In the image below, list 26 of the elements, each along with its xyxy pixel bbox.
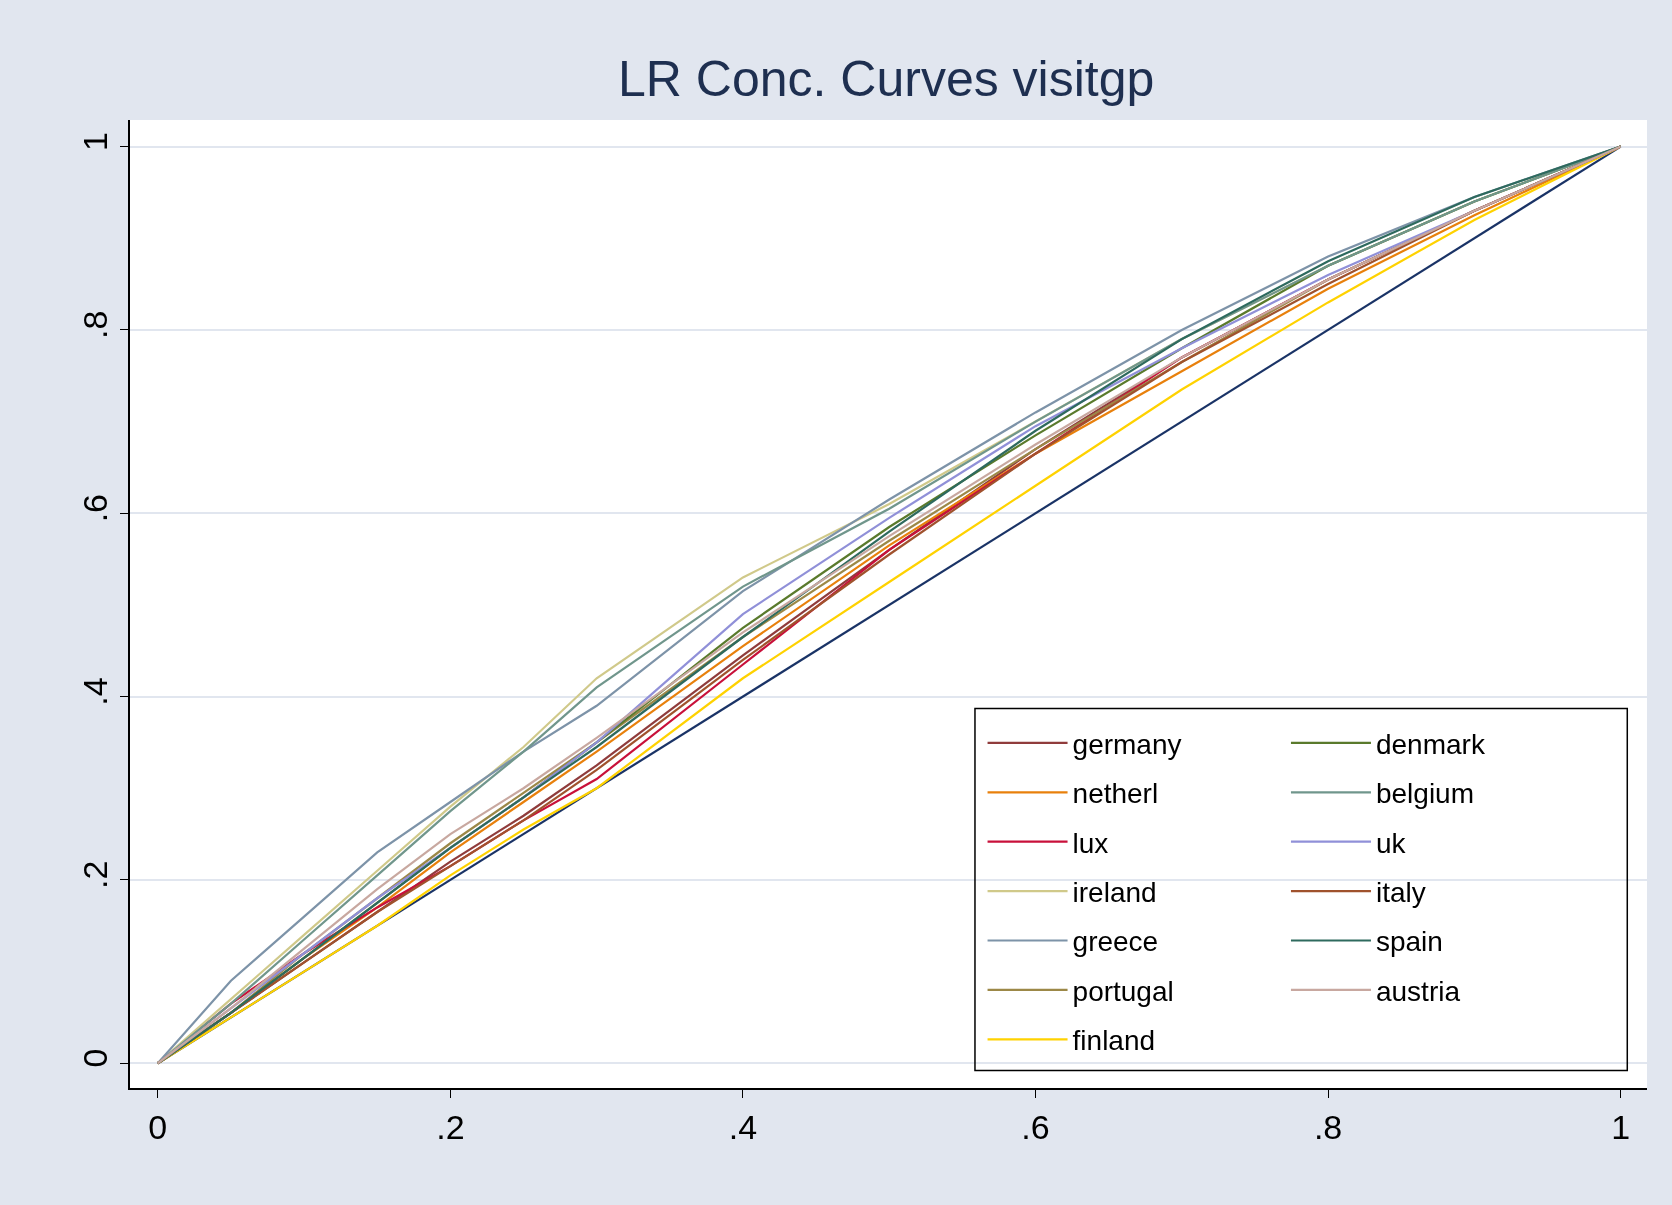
legend-label: greece: [1072, 926, 1159, 958]
legend-label: spain: [1375, 926, 1443, 958]
x-tick-label: 0: [148, 1107, 168, 1146]
y-tick-label: .2: [75, 860, 114, 889]
y-tick-label: .4: [75, 677, 114, 706]
chart-title: LR Conc. Curves visitgp: [618, 50, 1155, 107]
y-tick-label: 0: [75, 1048, 114, 1068]
legend-label: austria: [1375, 975, 1461, 1007]
y-tick-label: 1: [75, 132, 114, 151]
legend-label: uk: [1375, 827, 1407, 859]
x-tick-label: .4: [728, 1107, 758, 1146]
y-tick-label: .6: [75, 493, 114, 523]
legend-label: finland: [1072, 1025, 1156, 1057]
legend-label: germany: [1072, 728, 1182, 760]
y-tick-label: .8: [75, 310, 114, 339]
legend-label: netherl: [1072, 778, 1159, 810]
legend-label: italy: [1375, 877, 1426, 909]
x-tick-label: .8: [1313, 1107, 1343, 1146]
legend-label: denmark: [1375, 728, 1486, 760]
x-tick-label: .2: [436, 1107, 465, 1146]
legend-label: lux: [1072, 827, 1109, 859]
legend-label: ireland: [1072, 877, 1157, 909]
legend-label: portugal: [1072, 975, 1174, 1007]
x-tick-label: .6: [1021, 1107, 1050, 1146]
legend-label: belgium: [1375, 778, 1475, 810]
x-tick-label: 1: [1611, 1107, 1631, 1146]
